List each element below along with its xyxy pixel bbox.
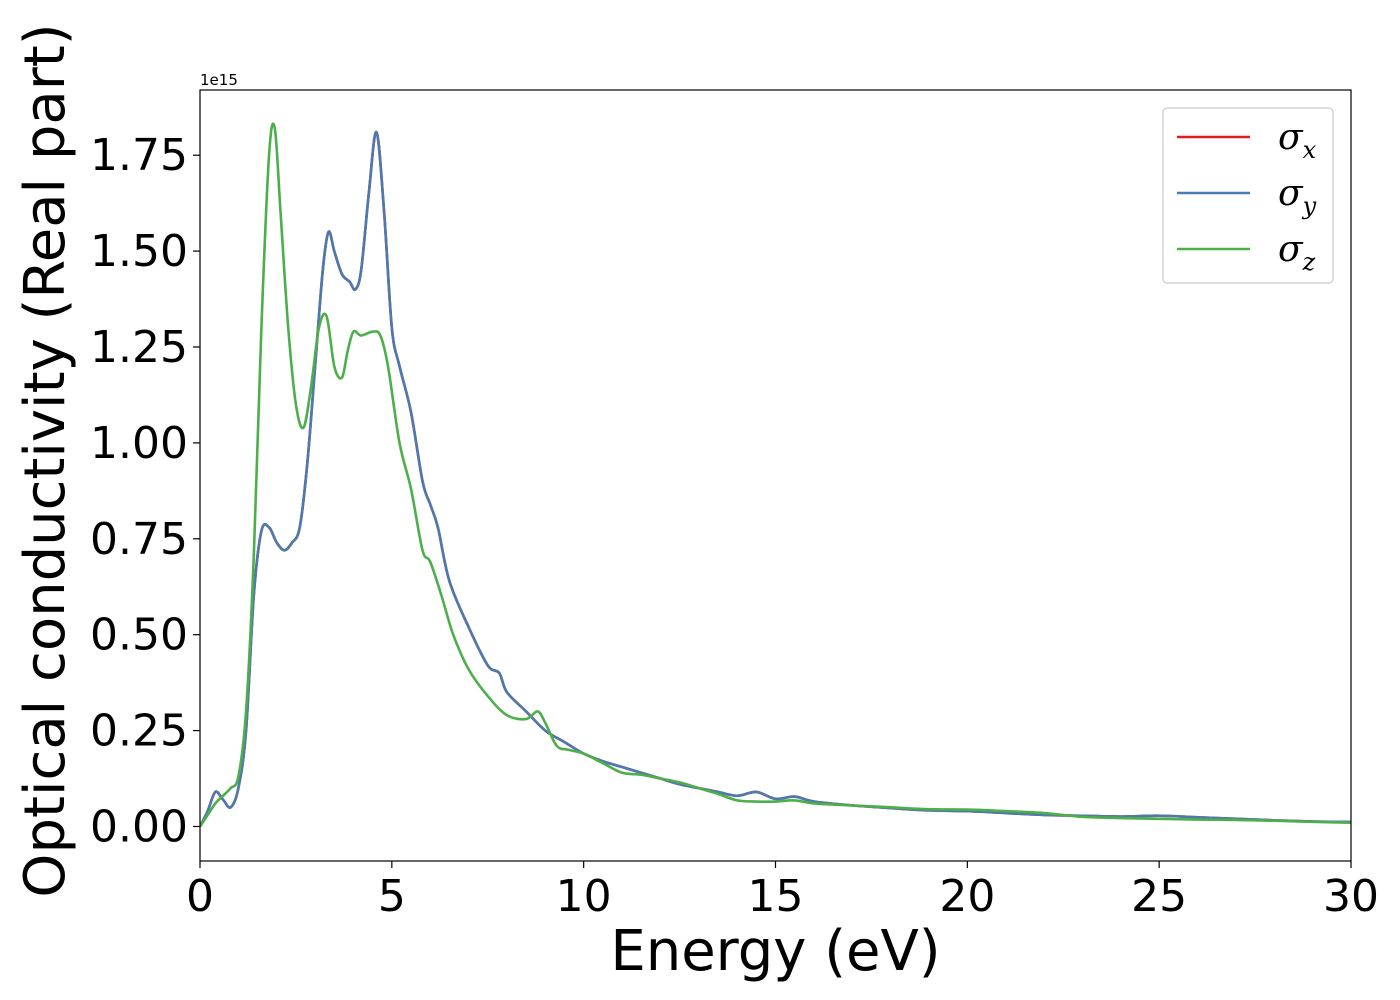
legend-label-y: σy bbox=[1278, 173, 1317, 220]
x-tick-label: 20 bbox=[939, 871, 995, 922]
x-tick-label: 30 bbox=[1323, 871, 1379, 922]
x-tick-label: 25 bbox=[1131, 871, 1187, 922]
y-tick-label: 0.75 bbox=[90, 514, 188, 565]
y-tick-label: 1.75 bbox=[90, 130, 188, 181]
y-axis: 0.00 0.25 0.50 0.75 1.00 1.25 1.50 1.75 bbox=[90, 130, 200, 852]
y-tick-label: 0.25 bbox=[90, 706, 188, 757]
plot-area bbox=[200, 122, 1351, 828]
legend: σx σy σz bbox=[1162, 107, 1334, 284]
x-tick-label: 15 bbox=[748, 871, 804, 922]
y-tick-label: 1.25 bbox=[90, 322, 188, 373]
x-axis-title: Energy (eV) bbox=[610, 919, 940, 984]
series-line-z bbox=[200, 122, 1351, 828]
legend-label-z: σz bbox=[1278, 229, 1316, 276]
y-tick-label: 1.50 bbox=[90, 226, 188, 277]
x-tick-label: 0 bbox=[186, 871, 214, 922]
legend-label-x: σx bbox=[1278, 117, 1317, 164]
y-tick-label: 0.50 bbox=[90, 610, 188, 661]
x-axis: 0 5 10 15 20 25 30 bbox=[186, 861, 1379, 922]
y-tick-label: 1.00 bbox=[90, 418, 188, 469]
legend-box bbox=[1162, 107, 1334, 284]
y-axis-title: Optical conductivity (Real part) bbox=[13, 23, 78, 897]
x-tick-label: 10 bbox=[556, 871, 612, 922]
y-offset-label: 1e15 bbox=[200, 71, 238, 89]
x-tick-label: 5 bbox=[378, 871, 406, 922]
y-tick-label: 0.00 bbox=[90, 801, 188, 852]
